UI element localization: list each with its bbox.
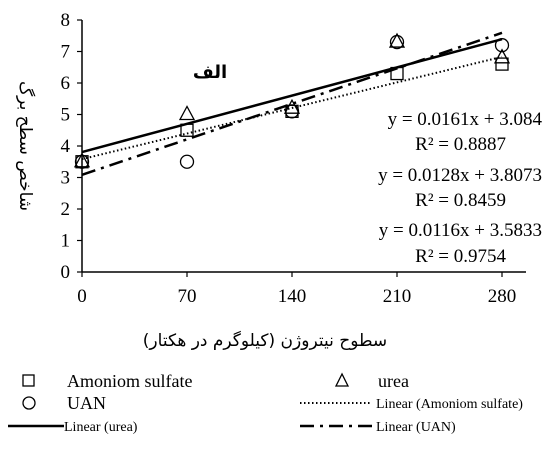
marker-circle bbox=[179, 154, 195, 169]
x-tick-label: 280 bbox=[488, 286, 517, 307]
y-tick-label: 3 bbox=[61, 168, 71, 189]
marker-circle bbox=[284, 104, 300, 119]
marker-square bbox=[390, 66, 404, 81]
panel-label: الف bbox=[193, 62, 227, 83]
r2-label-3: R² = 0.9754 bbox=[415, 246, 506, 267]
x-axis-title: سطوح نیتروژن (کیلوگرم در هکتار) bbox=[143, 330, 387, 351]
legend-label-linear-uan: Linear (UAN) bbox=[376, 420, 456, 435]
x-tick-label: 0 bbox=[77, 286, 87, 307]
legend-label-urea: urea bbox=[378, 371, 409, 391]
legend-label-uan: UAN bbox=[67, 393, 106, 413]
marker-triangle bbox=[73, 152, 91, 168]
y-axis-title: شاخص سطح برگ bbox=[15, 81, 36, 211]
y-tick-label: 7 bbox=[61, 42, 71, 63]
trendline-amoniom-sulfate bbox=[81, 55, 503, 161]
marker-triangle bbox=[283, 98, 301, 114]
marker-triangle bbox=[388, 32, 406, 48]
legend-square-marker bbox=[22, 374, 35, 387]
marker-circle bbox=[389, 34, 405, 50]
r2-label-1: R² = 0.8887 bbox=[415, 134, 506, 155]
trendlines bbox=[81, 31, 503, 177]
marker-triangle bbox=[178, 105, 196, 121]
x-tick-label: 210 bbox=[383, 286, 412, 307]
marker-circle bbox=[494, 38, 510, 53]
legend-label-linear-urea: Linear (urea) bbox=[64, 420, 138, 435]
eq-label-1: y = 0.0161x + 3.084 bbox=[388, 109, 543, 130]
y-tick-label: 0 bbox=[61, 262, 71, 283]
marker-square bbox=[495, 57, 509, 71]
legend-label-amoniom: Amoniom sulfate bbox=[67, 371, 192, 391]
r2-label-2: R² = 0.8459 bbox=[415, 190, 506, 211]
x-ticks: 0 70 140 210 280 bbox=[77, 272, 516, 307]
y-ticks: 0 1 2 3 4 5 6 7 8 bbox=[61, 10, 82, 283]
y-tick-label: 4 bbox=[61, 136, 71, 157]
y-tick-label: 2 bbox=[61, 199, 71, 220]
marker-circle bbox=[74, 154, 90, 169]
trendline-urea bbox=[81, 37, 503, 154]
legend-circle-marker bbox=[22, 396, 36, 410]
legend-triangle-marker bbox=[334, 372, 350, 387]
legend-label-linear-amoniom: Linear (Amoniom sulfate) bbox=[376, 397, 523, 412]
eq-label-3: y = 0.0116x + 3.5833 bbox=[379, 220, 542, 241]
marker-square bbox=[180, 123, 194, 137]
data-markers bbox=[73, 32, 511, 169]
y-tick-label: 6 bbox=[61, 73, 71, 94]
x-tick-label: 140 bbox=[278, 286, 307, 307]
y-tick-label: 8 bbox=[61, 10, 71, 31]
marker-triangle bbox=[493, 48, 511, 64]
trendline-uan bbox=[81, 31, 503, 177]
legend: Amoniom sulfate urea UAN Linear (Amoniom… bbox=[8, 371, 523, 435]
x-tick-label: 70 bbox=[178, 286, 197, 307]
y-tick-label: 5 bbox=[61, 105, 71, 126]
y-tick-label: 1 bbox=[61, 231, 71, 252]
eq-label-2: y = 0.0128x + 3.8073 bbox=[378, 165, 542, 186]
